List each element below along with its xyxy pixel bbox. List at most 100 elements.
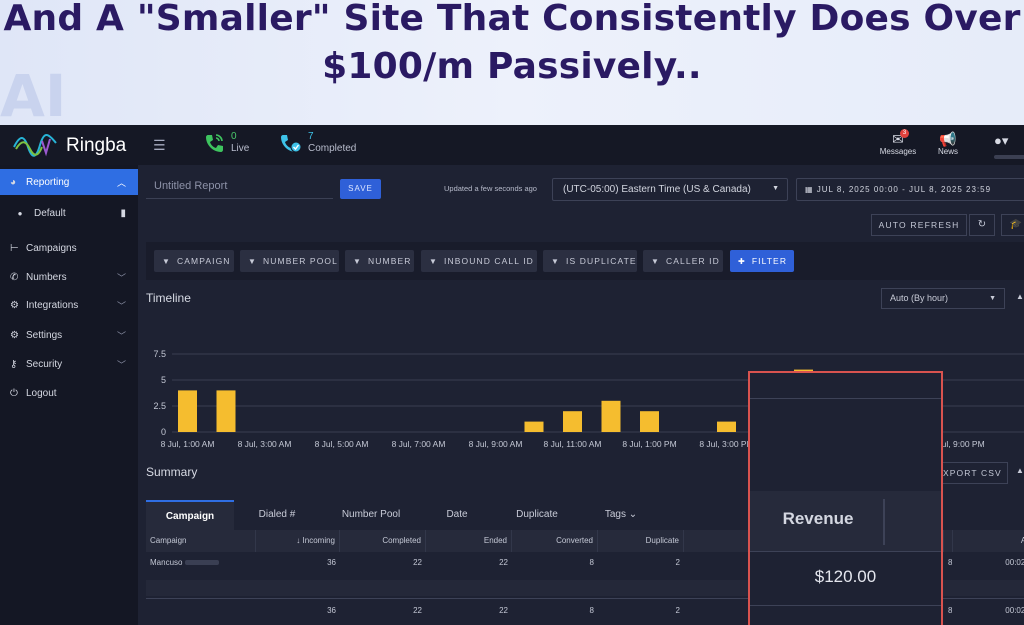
chevron-down-icon: ﹀ [116, 300, 126, 311]
dot-icon: ● [17, 208, 23, 218]
brand-name: Ringba [66, 135, 127, 156]
messages-label: Messages [879, 147, 917, 156]
refresh-button[interactable]: ↻ [969, 214, 995, 236]
collapse-summary-icon[interactable]: ▲ [1016, 466, 1024, 475]
total-converted: 8 [589, 606, 594, 615]
chevron-down-icon: ﹀ [116, 359, 126, 370]
key-icon: ⚷ [10, 358, 18, 370]
filter-campaign-button[interactable]: ▼ CAMPAIGN [154, 250, 234, 272]
x-tick-label: 8 Jul, 7:00 AM [392, 439, 446, 449]
col-ac[interactable]: AC [1020, 536, 1024, 545]
tab-number-pool[interactable]: Number Pool [341, 509, 401, 520]
col-hidden[interactable] [684, 530, 944, 552]
col-campaign[interactable]: Campaign [146, 530, 256, 552]
graduation-cap-icon: 🎓 [1009, 219, 1023, 230]
sidebar-item-security[interactable]: ⚷ Security ﹀ [0, 351, 138, 377]
completed-label: Completed [308, 143, 357, 154]
gridline [750, 398, 941, 399]
filter-caller-id-button[interactable]: ▼ CALLER ID [643, 250, 723, 272]
x-tick-label: 8 Jul, 11:00 AM [544, 439, 602, 449]
bar [524, 421, 544, 432]
sidebar-item-logout[interactable]: ⏻ Logout [0, 380, 138, 406]
campaigns-icon: ⊢ [10, 242, 19, 254]
auto-refresh-button[interactable]: AUTO REFRESH [871, 214, 967, 236]
save-button[interactable]: SAVE [340, 179, 381, 199]
total-extra: 8 [948, 606, 952, 615]
row-divider [750, 551, 941, 552]
revenue-column-header[interactable] [750, 491, 941, 551]
collapse-timeline-icon[interactable]: ▲ [1016, 292, 1024, 301]
timezone-value: (UTC-05:00) Eastern Time (US & Canada) [563, 184, 751, 195]
sidebar-item-label: Reporting [26, 176, 70, 188]
timeline-granularity-select[interactable]: Auto (By hour) ▼ [881, 288, 1005, 309]
user-icon: ●▾ [994, 133, 1009, 148]
col-converted[interactable]: Converted [512, 530, 598, 552]
table-row[interactable]: Mancuso 36 22 22 8 2 8 00:02:0 [146, 552, 1024, 578]
ai-watermark-icon: AI [0, 62, 67, 125]
phone-icon: ✆ [10, 271, 19, 283]
cell-campaign: Mancuso [146, 552, 256, 574]
tab-date[interactable]: Date [446, 509, 468, 520]
ringba-app: Ringba ☰ 0 Live 7 Completed [0, 125, 1024, 625]
messages-badge: 3 [900, 129, 909, 138]
table-total-row: 36 22 22 8 2 8 00:02:0 [146, 600, 1024, 622]
add-filter-button[interactable]: ✚ FILTER [730, 250, 794, 272]
user-name-redacted [994, 155, 1024, 159]
messages-button[interactable]: ✉ 3 Messages [878, 129, 918, 156]
filter-inbound-call-id-button[interactable]: ▼ INBOUND CALL ID [421, 250, 537, 272]
filter-is-duplicate-button[interactable]: ▼ IS DUPLICATE [543, 250, 637, 272]
sidebar-item-numbers[interactable]: ✆ Numbers ﹀ [0, 264, 138, 290]
filter-label: NUMBER [368, 256, 412, 266]
col-incoming[interactable]: ↓ Incoming [256, 530, 340, 552]
date-range-value: JUL 8, 2025 00:00 - JUL 8, 2025 23:59 [816, 185, 992, 194]
timezone-select[interactable]: (UTC-05:00) Eastern Time (US & Canada) ▼ [552, 178, 788, 201]
tab-tags-label: Tags [604, 509, 626, 520]
col-ended[interactable]: Ended [426, 530, 512, 552]
funnel-icon: ▼ [162, 257, 172, 266]
banner-headline-line2: $100/m Passively.. [322, 46, 702, 87]
live-calls-counter[interactable]: 0 Live [203, 131, 249, 155]
timeline-title: Timeline [146, 291, 191, 305]
sidebar-item-integrations[interactable]: ⚙ Integrations ﹀ [0, 292, 138, 318]
date-range-picker[interactable]: ▦ JUL 8, 2025 00:00 - JUL 8, 2025 23:59 [796, 178, 1024, 201]
col-extra[interactable] [944, 530, 953, 552]
tab-tags[interactable]: Tags ⌄ [596, 500, 646, 530]
funnel-icon: ▼ [429, 257, 439, 266]
live-label: Live [231, 143, 250, 154]
col-incoming-label: Incoming [302, 536, 335, 545]
filter-number-pool-button[interactable]: ▼ NUMBER POOL [240, 250, 339, 272]
refresh-icon: ↻ [977, 219, 987, 230]
sidebar-item-campaigns[interactable]: ⊢ Campaigns [0, 235, 138, 261]
x-tick-label: 8 Jul, 1:00 AM [161, 439, 215, 449]
funnel-icon: ▼ [651, 257, 661, 266]
user-menu[interactable]: ●▾ [994, 133, 1024, 159]
report-name-input[interactable]: Untitled Report [146, 177, 333, 199]
sidebar-item-label: Integrations [26, 299, 79, 311]
filter-number-button[interactable]: ▼ NUMBER [345, 250, 414, 272]
tab-duplicate[interactable]: Duplicate [516, 509, 558, 520]
redacted-text [184, 560, 219, 566]
col-duplicate[interactable]: Duplicate [598, 530, 684, 552]
document-icon: ▮ [120, 207, 126, 219]
tab-dialed[interactable]: Dialed # [258, 509, 296, 520]
sidebar-item-default[interactable]: ● Default ▮ [0, 200, 138, 226]
menu-toggle-icon[interactable]: ☰ [153, 137, 166, 153]
total-incoming: 36 [327, 606, 336, 615]
sidebar-item-reporting[interactable]: ◕ Reporting ︿ [0, 169, 138, 195]
x-tick-label: 8 Jul, 3:00 PM [699, 439, 753, 449]
col-completed[interactable]: Completed [340, 530, 426, 552]
sidebar-item-label: Security [26, 358, 63, 370]
ringba-logo[interactable]: Ringba [12, 131, 126, 161]
completed-calls-counter[interactable]: 7 Completed [278, 131, 356, 155]
top-bar: Ringba ☰ 0 Live 7 Completed [0, 125, 1024, 165]
tab-campaign[interactable]: Campaign [146, 500, 234, 530]
total-ended: 22 [499, 606, 508, 615]
sidebar-item-settings[interactable]: ⚙ Settings ﹀ [0, 322, 138, 348]
gears-icon: ⚙ [10, 299, 19, 311]
campaign-name: Mancuso [150, 558, 183, 567]
cell-incoming: 36 [327, 558, 336, 567]
news-button[interactable]: 📢 News [928, 131, 968, 156]
cell-extra: 8 [948, 558, 952, 567]
plus-icon: ✚ [738, 257, 746, 266]
graduation-cap-button[interactable]: 🎓 [1001, 214, 1024, 236]
